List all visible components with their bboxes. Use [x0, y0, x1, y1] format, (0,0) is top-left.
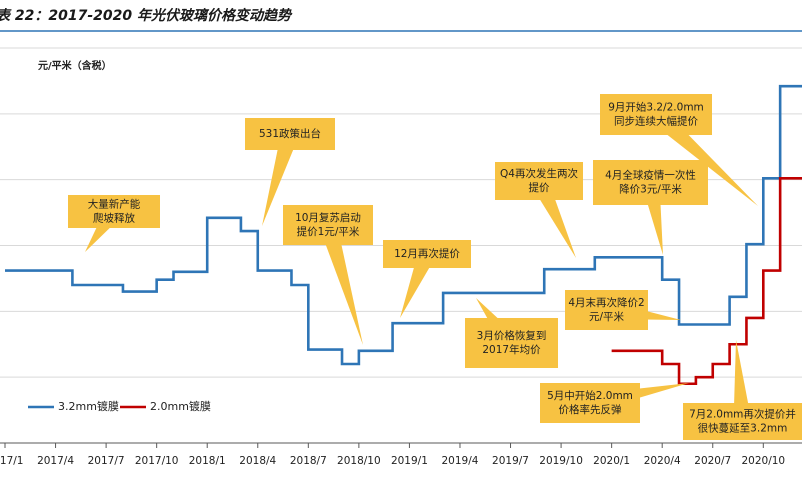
chart-title: 表 22：2017-2020 年光伏玻璃价格变动趋势	[0, 7, 293, 24]
x-tick-label: 2017/4	[37, 455, 74, 467]
x-tick-label: 2019/1	[391, 455, 428, 467]
y-axis-label: 元/平米（含税）	[38, 59, 112, 72]
x-tick-label: 2020/7	[694, 455, 731, 467]
callout: 531政策出台	[245, 118, 335, 226]
callout-text: 大量新产能	[88, 198, 141, 211]
callout-box	[283, 205, 373, 245]
callout-text: 4月末再次降价2	[568, 296, 644, 309]
callout-pointer	[319, 222, 363, 345]
callout-text: 很快蔓延至3.2mm	[698, 422, 788, 435]
callout-text: 7月2.0mm再次提价并	[689, 408, 796, 421]
x-tick-label: 2017/10	[135, 455, 179, 467]
callout-text: 3月价格恢复到	[477, 329, 547, 342]
x-tick-label: 2019/4	[442, 455, 479, 467]
callout-text: 价格率先反弹	[559, 403, 622, 416]
callout-box	[495, 162, 583, 200]
x-tick-label: 2018/10	[337, 455, 381, 467]
callout-box	[593, 160, 708, 205]
legend-label: 3.2mm镀膜	[58, 399, 119, 413]
x-tick-label: 2019/7	[492, 455, 529, 467]
callout-box	[68, 195, 160, 228]
series-line	[611, 177, 802, 386]
callout-text: 元/平米	[589, 310, 625, 323]
callout-text: 提价	[529, 182, 550, 194]
callout-text: 提价1元/平米	[297, 225, 360, 238]
callout-text: 降价3元/平米	[619, 183, 682, 196]
legend-label: 2.0mm镀膜	[150, 399, 211, 413]
x-tick-label: 2020/10	[741, 455, 785, 467]
callout-text: 同步连续大幅提价	[614, 115, 698, 128]
x-tick-label: 2018/4	[239, 455, 276, 467]
x-tick-label: 2017/1	[0, 455, 23, 467]
callout-box	[565, 290, 648, 330]
series-line	[5, 84, 802, 366]
callout-text: 10月复苏启动	[295, 211, 361, 224]
callout-box	[245, 118, 335, 150]
callout-box	[600, 94, 712, 135]
callout-box	[540, 383, 640, 423]
x-tick-label: 2018/7	[290, 455, 327, 467]
callout-text: 531政策出台	[259, 127, 321, 140]
callout-text: 12月再次提价	[394, 247, 460, 260]
callout-pointer	[262, 131, 299, 226]
callout-text: Q4再次发生两次	[500, 167, 578, 180]
callout-text: 爬坡释放	[93, 212, 135, 225]
x-tick-label: 2020/4	[644, 455, 681, 467]
x-tick-label: 2020/1	[593, 455, 630, 467]
callout-text: 5月中开始2.0mm	[547, 389, 633, 402]
x-tick-label: 2017/7	[88, 455, 125, 467]
callout-box	[383, 240, 471, 268]
callout-text: 9月开始3.2/2.0mm	[608, 101, 704, 114]
callout: 12月再次提价	[383, 240, 471, 318]
callout-box	[465, 318, 558, 368]
x-tick-label: 2019/10	[539, 455, 583, 467]
callout-box	[683, 403, 802, 440]
callout-text: 2017年均价	[482, 343, 541, 356]
x-tick-label: 2018/1	[189, 455, 226, 467]
callout-text: 4月全球疫情一次性	[605, 169, 696, 182]
callout-pointer	[733, 340, 752, 423]
